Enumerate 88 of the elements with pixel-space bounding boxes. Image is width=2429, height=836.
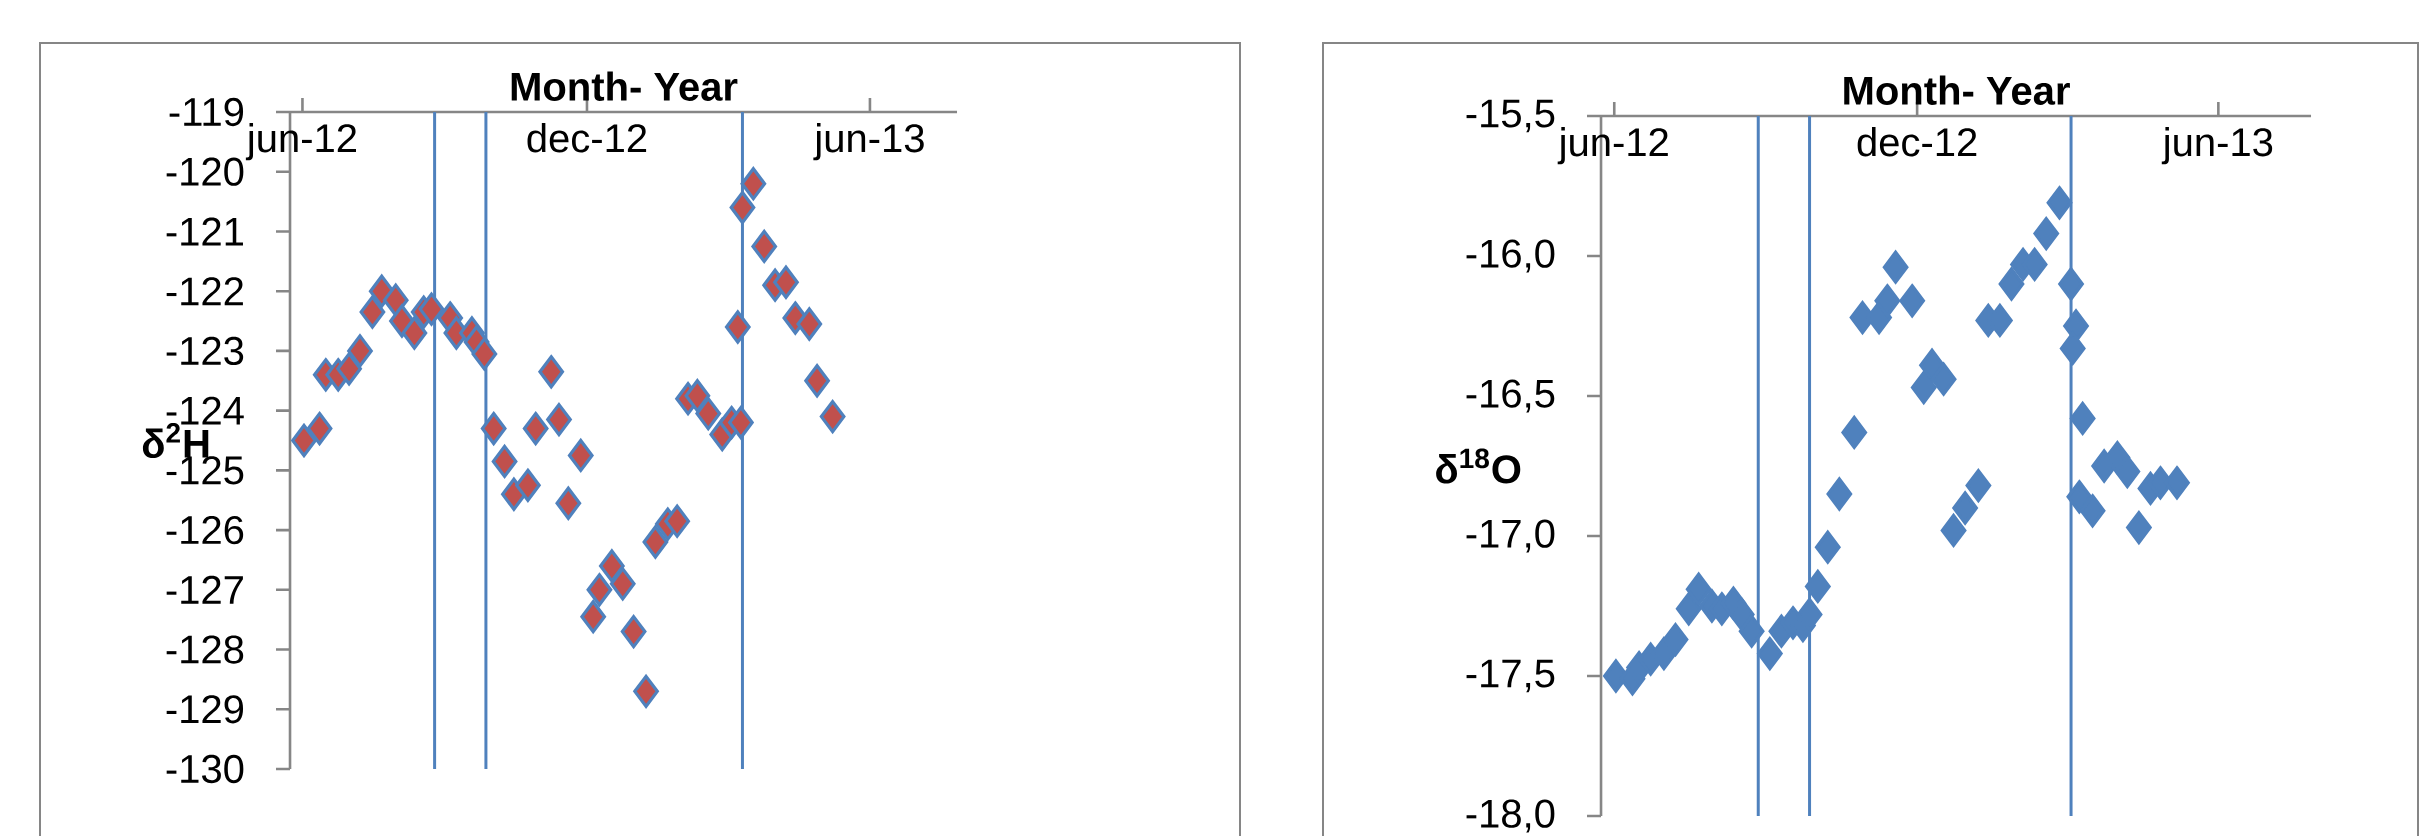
point <box>1998 267 2025 301</box>
point <box>773 265 799 299</box>
point <box>804 364 830 398</box>
point <box>580 600 607 634</box>
x-tick-label: dec-12 <box>1857 127 1977 157</box>
point <box>2079 494 2106 528</box>
point <box>599 549 625 583</box>
x-tick-label: jun-12 <box>245 123 356 161</box>
point <box>418 292 445 326</box>
point <box>1940 513 1967 547</box>
point <box>2114 455 2141 489</box>
y-axis-title: δ$^{18}$O <box>1436 448 1521 484</box>
point <box>1826 477 1853 511</box>
point <box>1738 614 1765 648</box>
point <box>522 411 549 446</box>
point <box>401 316 428 350</box>
point <box>1662 623 1689 657</box>
x-axis-title: Month- Year <box>1844 75 2070 105</box>
y-tick-label: -16,5 <box>1466 379 1555 413</box>
x-tick-label: jun-13 <box>2161 127 2273 165</box>
point <box>664 504 690 538</box>
point <box>620 615 647 649</box>
point <box>471 337 498 371</box>
point <box>633 674 659 708</box>
point <box>2033 217 2060 251</box>
y-tick-label: -17,5 <box>1466 659 1555 693</box>
point <box>515 468 541 502</box>
point <box>306 411 333 446</box>
point <box>1756 637 1783 671</box>
point <box>2058 267 2084 301</box>
point <box>359 295 386 329</box>
y-tick-label: -121 <box>166 217 243 246</box>
point <box>1965 469 1992 503</box>
y-tick-label: -15,5 <box>1466 99 1555 133</box>
point <box>728 405 754 440</box>
point <box>555 486 582 520</box>
point <box>1814 530 1841 564</box>
point <box>2069 401 2096 435</box>
point <box>1874 284 1901 318</box>
y-tick-label: -127 <box>166 575 243 604</box>
point <box>1675 592 1702 626</box>
point <box>1910 371 1937 405</box>
point <box>609 567 636 601</box>
point <box>567 438 594 473</box>
point <box>642 525 669 559</box>
point <box>740 167 767 201</box>
point <box>1899 284 1926 318</box>
x-tick-label: jun-12 <box>1557 127 1668 165</box>
point <box>1952 491 1978 525</box>
y-tick-label: -130 <box>166 754 244 784</box>
y-tick-label: -120 <box>166 157 244 186</box>
y-tick-label: -125 <box>166 456 244 485</box>
point <box>684 379 711 413</box>
y-tick-label: -122 <box>166 277 243 306</box>
x-tick-label: dec-12 <box>527 123 647 153</box>
y-tick-label: -129 <box>166 695 244 724</box>
point <box>2066 480 2093 514</box>
y-tick-label: -18,0 <box>1466 799 1555 833</box>
y-tick-label: -128 <box>166 635 244 664</box>
point <box>796 307 823 341</box>
point <box>336 352 362 386</box>
point <box>1804 569 1831 603</box>
point <box>538 355 565 389</box>
y-tick-label: -126 <box>166 515 244 545</box>
point <box>819 400 846 434</box>
point <box>724 310 751 344</box>
point <box>546 403 572 437</box>
point <box>491 444 518 478</box>
y-tick-label: -123 <box>166 336 244 366</box>
point <box>2046 186 2073 220</box>
point <box>2126 511 2152 545</box>
point <box>291 423 317 458</box>
x-axis-title: Month- Year <box>511 71 738 101</box>
point <box>480 411 507 446</box>
point <box>1882 250 1909 284</box>
point <box>751 229 778 263</box>
y-tick-label: -17,0 <box>1466 519 1555 553</box>
point <box>382 283 409 317</box>
point <box>1685 572 1712 606</box>
y-tick-label: -16,0 <box>1466 239 1555 273</box>
point <box>695 397 722 431</box>
point <box>729 190 756 225</box>
x-tick-label: jun-13 <box>813 123 924 161</box>
point <box>1930 362 1957 396</box>
point <box>586 573 613 607</box>
point <box>347 334 373 368</box>
point <box>1841 415 1868 449</box>
y-tick-label: -119 <box>169 97 244 127</box>
